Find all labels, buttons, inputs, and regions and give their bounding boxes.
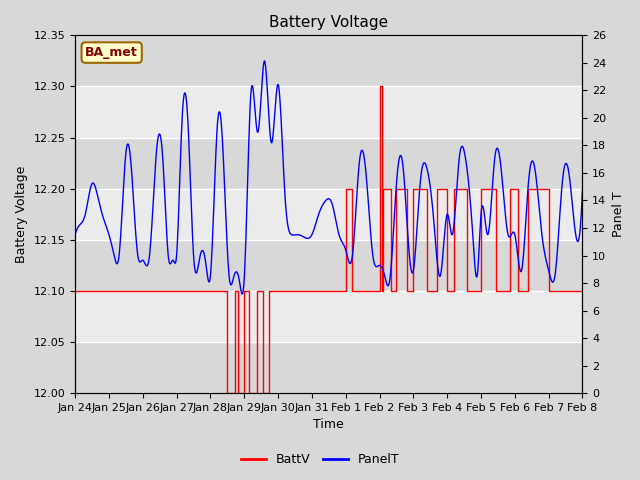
PanelT xyxy=(260,58,268,64)
Y-axis label: Battery Voltage: Battery Voltage xyxy=(15,166,28,263)
Bar xyxy=(75,86,582,138)
Text: BA_met: BA_met xyxy=(85,46,138,59)
Bar xyxy=(75,291,582,342)
PanelT xyxy=(477,213,484,218)
BattV xyxy=(477,288,485,294)
Bar xyxy=(75,189,582,240)
PanelT xyxy=(468,217,476,223)
BattV xyxy=(223,390,231,396)
X-axis label: Time: Time xyxy=(314,419,344,432)
PanelT xyxy=(579,186,586,192)
BattV xyxy=(492,288,500,294)
Legend: BattV, PanelT: BattV, PanelT xyxy=(236,448,404,471)
BattV xyxy=(392,186,400,192)
PanelT xyxy=(71,232,79,238)
Bar xyxy=(75,36,582,86)
PanelT xyxy=(238,291,246,297)
Bar xyxy=(75,342,582,393)
Title: Battery Voltage: Battery Voltage xyxy=(269,15,388,30)
PanelT xyxy=(420,160,428,166)
Y-axis label: Panel T: Panel T xyxy=(612,192,625,237)
Bar xyxy=(75,138,582,189)
BattV xyxy=(579,288,586,294)
Line: PanelT: PanelT xyxy=(75,61,582,294)
Line: BattV: BattV xyxy=(75,86,582,393)
PanelT xyxy=(296,232,303,238)
BattV xyxy=(388,288,396,294)
PanelT xyxy=(123,143,131,149)
PanelT xyxy=(278,121,285,127)
BattV xyxy=(223,288,231,294)
Bar xyxy=(75,240,582,291)
BattV xyxy=(71,288,79,294)
BattV xyxy=(231,288,239,294)
BattV xyxy=(376,84,383,89)
